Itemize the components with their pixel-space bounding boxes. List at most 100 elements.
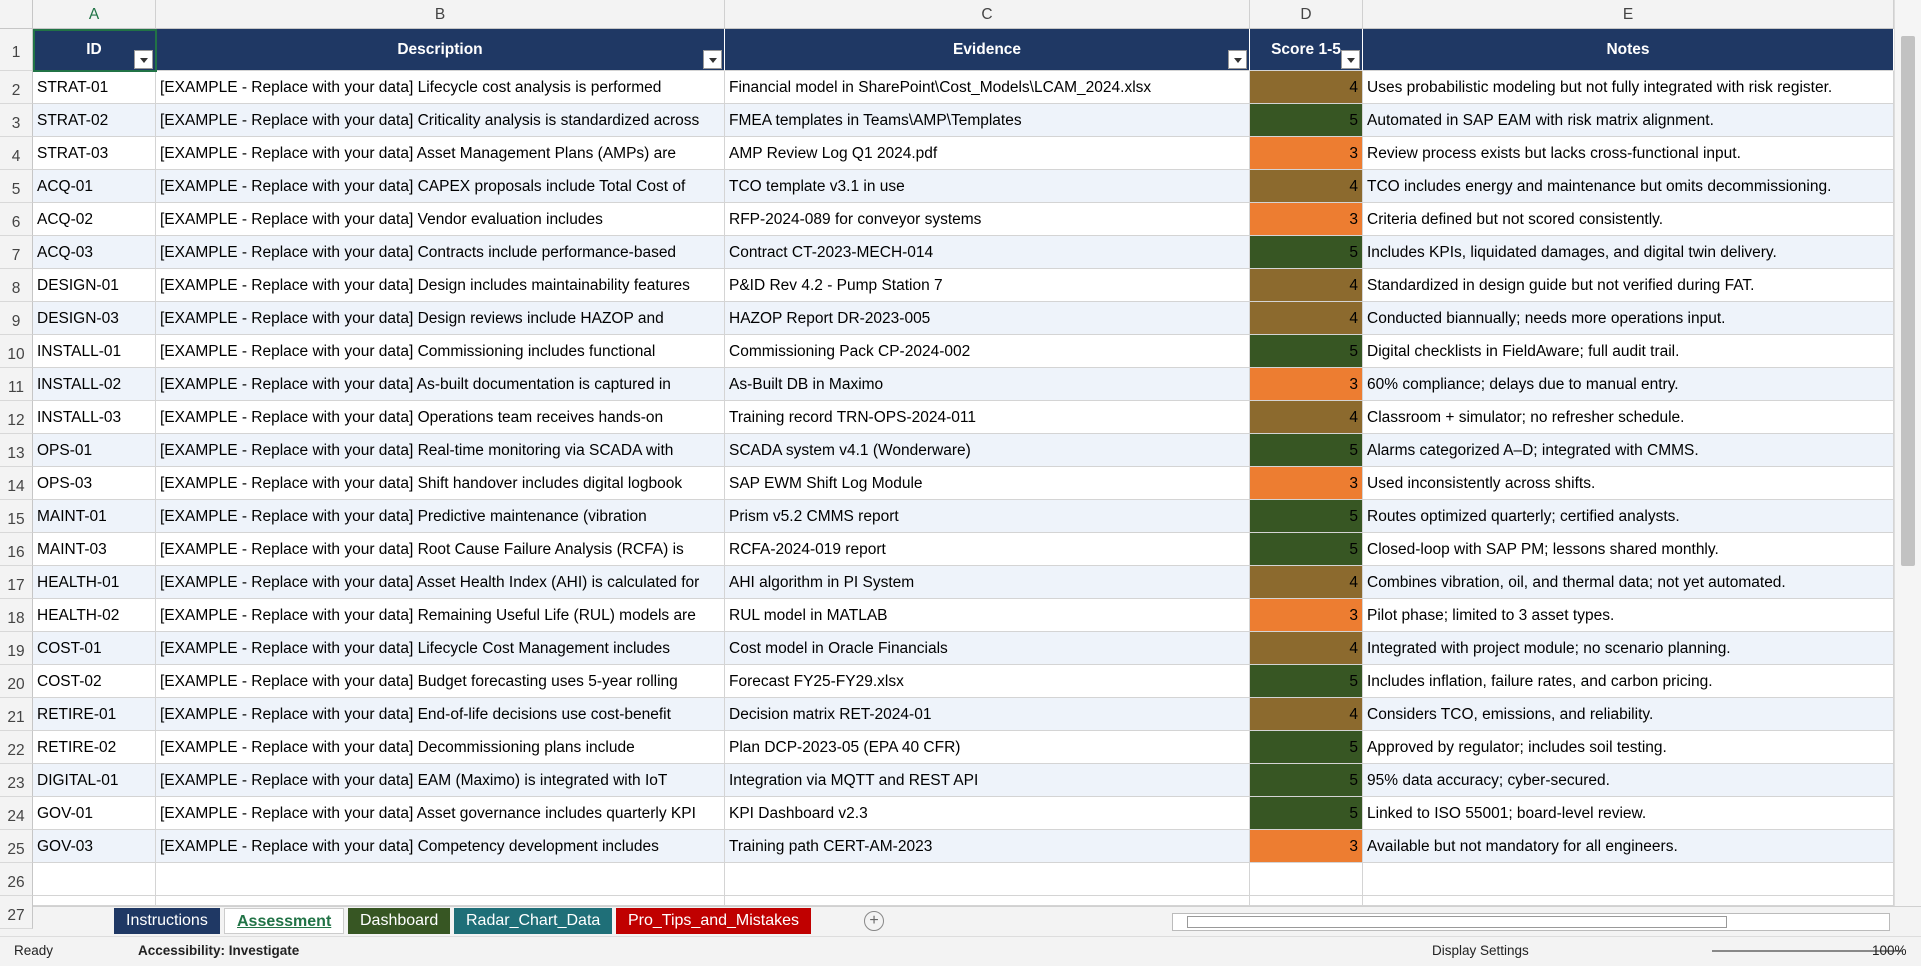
empty-cell[interactable] — [725, 863, 1250, 896]
description-cell[interactable]: [EXAMPLE - Replace with your data] Criti… — [156, 104, 725, 137]
evidence-cell[interactable]: Training path CERT-AM-2023 — [725, 830, 1250, 863]
notes-cell[interactable]: Includes inflation, failure rates, and c… — [1363, 665, 1894, 698]
description-cell[interactable]: [EXAMPLE - Replace with your data] Compe… — [156, 830, 725, 863]
sheet-tab[interactable]: Assessment — [224, 908, 345, 934]
id-cell[interactable]: COST-02 — [33, 665, 156, 698]
evidence-cell[interactable]: Integration via MQTT and REST API — [725, 764, 1250, 797]
notes-cell[interactable]: Uses probabilistic modeling but not full… — [1363, 71, 1894, 104]
score-cell[interactable]: 3 — [1250, 137, 1363, 170]
empty-cell[interactable] — [1363, 896, 1894, 906]
description-cell[interactable]: [EXAMPLE - Replace with your data] Commi… — [156, 335, 725, 368]
id-cell[interactable]: OPS-03 — [33, 467, 156, 500]
row-header[interactable]: 24 — [0, 797, 33, 830]
score-cell[interactable]: 5 — [1250, 731, 1363, 764]
id-cell[interactable]: OPS-01 — [33, 434, 156, 467]
empty-cell[interactable] — [33, 896, 156, 906]
id-cell[interactable]: DESIGN-03 — [33, 302, 156, 335]
column-header[interactable]: C — [725, 0, 1250, 29]
id-cell[interactable]: ACQ-01 — [33, 170, 156, 203]
scroll-thumb[interactable] — [1187, 916, 1727, 928]
column-header[interactable]: E — [1363, 0, 1894, 29]
evidence-cell[interactable]: Cost model in Oracle Financials — [725, 632, 1250, 665]
empty-cell[interactable] — [1250, 863, 1363, 896]
id-cell[interactable]: INSTALL-03 — [33, 401, 156, 434]
row-header[interactable]: 2 — [0, 71, 33, 104]
row-header[interactable]: 15 — [0, 500, 33, 533]
evidence-cell[interactable]: P&ID Rev 4.2 - Pump Station 7 — [725, 269, 1250, 302]
column-header[interactable]: D — [1250, 0, 1363, 29]
evidence-cell[interactable]: AMP Review Log Q1 2024.pdf — [725, 137, 1250, 170]
description-cell[interactable]: [EXAMPLE - Replace with your data] Opera… — [156, 401, 725, 434]
empty-cell[interactable] — [1363, 863, 1894, 896]
notes-cell[interactable]: Automated in SAP EAM with risk matrix al… — [1363, 104, 1894, 137]
row-header[interactable]: 8 — [0, 269, 33, 302]
filter-button[interactable] — [134, 50, 153, 69]
notes-cell[interactable]: Includes KPIs, liquidated damages, and d… — [1363, 236, 1894, 269]
evidence-cell[interactable]: Prism v5.2 CMMS report — [725, 500, 1250, 533]
notes-cell[interactable]: Integrated with project module; no scena… — [1363, 632, 1894, 665]
score-cell[interactable]: 4 — [1250, 698, 1363, 731]
score-cell[interactable]: 5 — [1250, 335, 1363, 368]
description-cell[interactable]: [EXAMPLE - Replace with your data] Predi… — [156, 500, 725, 533]
notes-cell[interactable]: Pilot phase; limited to 3 asset types. — [1363, 599, 1894, 632]
sheet-tab[interactable]: Instructions — [114, 908, 220, 934]
notes-cell[interactable]: TCO includes energy and maintenance but … — [1363, 170, 1894, 203]
notes-cell[interactable]: Review process exists but lacks cross-fu… — [1363, 137, 1894, 170]
sheet-tab[interactable]: Dashboard — [348, 908, 451, 934]
empty-cell[interactable] — [1250, 896, 1363, 906]
description-cell[interactable]: [EXAMPLE - Replace with your data] Budge… — [156, 665, 725, 698]
row-header[interactable]: 21 — [0, 698, 33, 731]
id-cell[interactable]: STRAT-02 — [33, 104, 156, 137]
description-cell[interactable]: [EXAMPLE - Replace with your data] End-o… — [156, 698, 725, 731]
zoom-slider[interactable] — [1712, 950, 1902, 952]
row-header[interactable]: 19 — [0, 632, 33, 665]
notes-cell[interactable]: Conducted biannually; needs more operati… — [1363, 302, 1894, 335]
id-cell[interactable]: DESIGN-01 — [33, 269, 156, 302]
score-cell[interactable]: 4 — [1250, 71, 1363, 104]
empty-cell[interactable] — [156, 896, 725, 906]
id-cell[interactable]: ACQ-03 — [33, 236, 156, 269]
row-header[interactable]: 10 — [0, 335, 33, 368]
score-cell[interactable]: 4 — [1250, 566, 1363, 599]
empty-cell[interactable] — [725, 896, 1250, 906]
id-cell[interactable]: ACQ-02 — [33, 203, 156, 236]
row-header[interactable]: 20 — [0, 665, 33, 698]
id-cell[interactable]: COST-01 — [33, 632, 156, 665]
score-cell[interactable]: 4 — [1250, 170, 1363, 203]
evidence-cell[interactable]: SAP EWM Shift Log Module — [725, 467, 1250, 500]
evidence-cell[interactable]: Forecast FY25-FY29.xlsx — [725, 665, 1250, 698]
id-cell[interactable]: DIGITAL-01 — [33, 764, 156, 797]
score-cell[interactable]: 5 — [1250, 665, 1363, 698]
row-header[interactable]: 17 — [0, 566, 33, 599]
empty-cell[interactable] — [156, 863, 725, 896]
evidence-cell[interactable]: RFP-2024-089 for conveyor systems — [725, 203, 1250, 236]
id-cell[interactable]: HEALTH-02 — [33, 599, 156, 632]
notes-cell[interactable]: Available but not mandatory for all engi… — [1363, 830, 1894, 863]
notes-cell[interactable]: Linked to ISO 55001; board-level review. — [1363, 797, 1894, 830]
notes-cell[interactable]: 95% data accuracy; cyber-secured. — [1363, 764, 1894, 797]
add-sheet-button[interactable]: + — [864, 911, 884, 931]
row-header[interactable]: 9 — [0, 302, 33, 335]
description-cell[interactable]: [EXAMPLE - Replace with your data] Shift… — [156, 467, 725, 500]
row-header[interactable]: 13 — [0, 434, 33, 467]
evidence-cell[interactable]: RUL model in MATLAB — [725, 599, 1250, 632]
evidence-cell[interactable]: As-Built DB in Maximo — [725, 368, 1250, 401]
description-cell[interactable]: [EXAMPLE - Replace with your data] Desig… — [156, 269, 725, 302]
row-header[interactable]: 25 — [0, 830, 33, 863]
score-cell[interactable]: 3 — [1250, 368, 1363, 401]
notes-cell[interactable]: Alarms categorized A–D; integrated with … — [1363, 434, 1894, 467]
empty-cell[interactable] — [33, 863, 156, 896]
notes-cell[interactable]: Criteria defined but not scored consiste… — [1363, 203, 1894, 236]
row-header[interactable]: 6 — [0, 203, 33, 236]
description-cell[interactable]: [EXAMPLE - Replace with your data] Asset… — [156, 566, 725, 599]
evidence-cell[interactable]: KPI Dashboard v2.3 — [725, 797, 1250, 830]
sheet-tab[interactable]: Pro_Tips_and_Mistakes — [616, 908, 812, 934]
id-cell[interactable]: GOV-01 — [33, 797, 156, 830]
notes-cell[interactable]: Closed-loop with SAP PM; lessons shared … — [1363, 533, 1894, 566]
evidence-cell[interactable]: Training record TRN-OPS-2024-011 — [725, 401, 1250, 434]
description-cell[interactable]: [EXAMPLE - Replace with your data] Contr… — [156, 236, 725, 269]
evidence-cell[interactable]: RCFA-2024-019 report — [725, 533, 1250, 566]
notes-cell[interactable]: 60% compliance; delays due to manual ent… — [1363, 368, 1894, 401]
score-cell[interactable]: 3 — [1250, 467, 1363, 500]
row-header[interactable]: 23 — [0, 764, 33, 797]
